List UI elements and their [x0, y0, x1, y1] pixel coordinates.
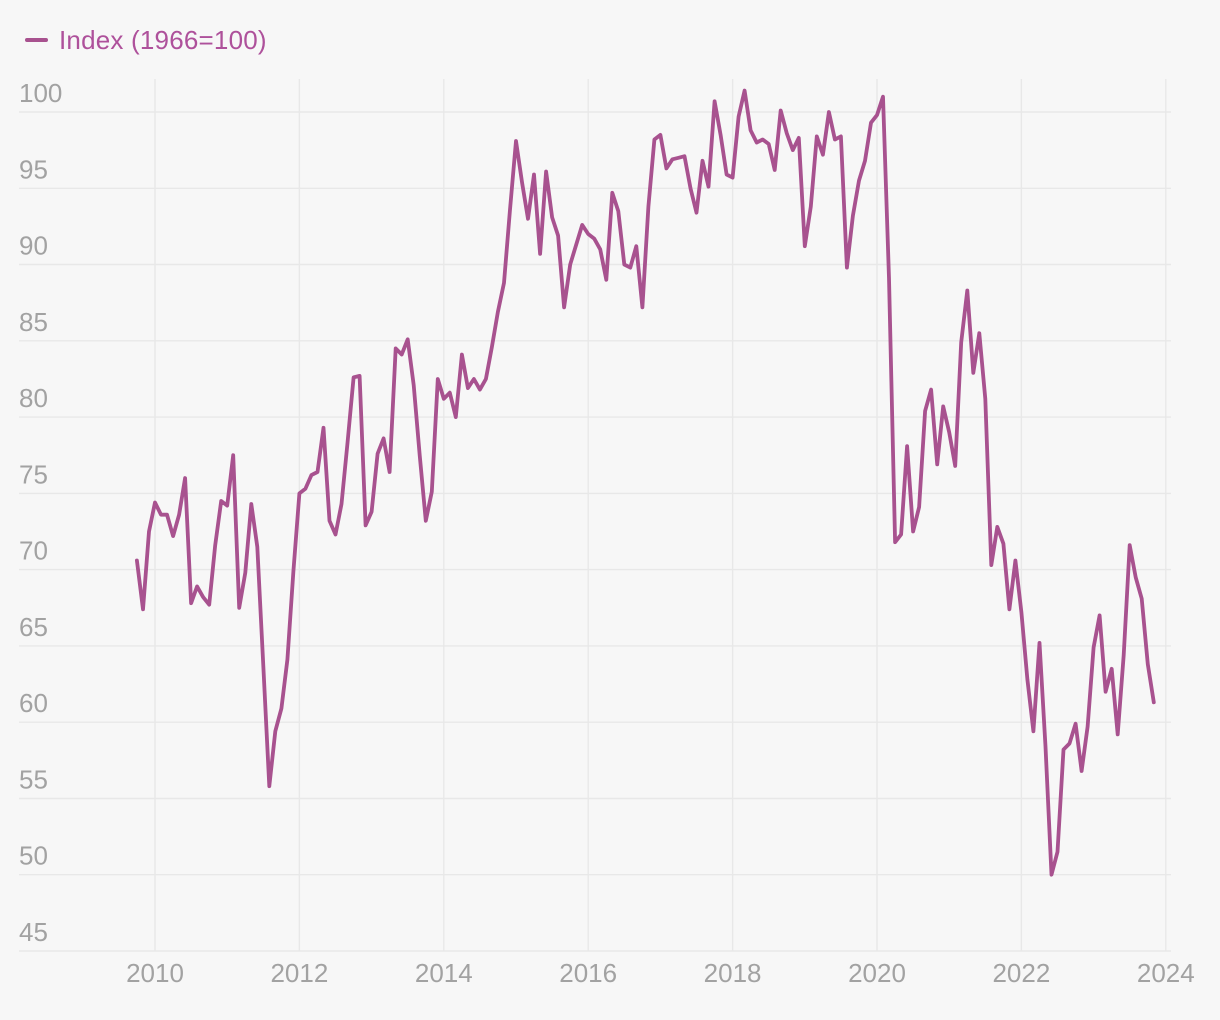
x-axis-tick-label: 2012 [270, 958, 328, 988]
y-axis-tick-label: 45 [19, 917, 48, 947]
y-axis-tick-label: 55 [19, 765, 48, 795]
y-axis-tick-label: 50 [19, 841, 48, 871]
y-axis-tick-label: 60 [19, 688, 48, 718]
y-axis-tick-label: 85 [19, 307, 48, 337]
series-layer [135, 88, 1156, 877]
gridlines-layer [19, 79, 1171, 952]
legend-line-swatch [25, 38, 48, 42]
x-axis-tick-label: 2024 [1137, 958, 1195, 988]
x-axis-tick-label: 2022 [992, 958, 1050, 988]
y-axis-tick-label: 100 [19, 78, 62, 108]
legend-label: Index (1966=100) [59, 25, 267, 55]
x-axis-tick-label: 2018 [704, 958, 762, 988]
legend: Index (1966=100) [25, 25, 267, 55]
x-axis-tick-label: 2020 [848, 958, 906, 988]
y-axis-tick-label: 90 [19, 231, 48, 261]
x-axis-tick-label: 2016 [559, 958, 617, 988]
y-axis-tick-label: 95 [19, 154, 48, 184]
y-axis-tick-label: 65 [19, 612, 48, 642]
x-axis-tick-label: 2010 [126, 958, 184, 988]
axis-labels-layer: 45 50 55 60 65 70 75 80 85 90 95 100 2010 2012 2014 201… [19, 78, 1195, 988]
y-axis-tick-label: 75 [19, 459, 48, 489]
series-line [135, 88, 1156, 877]
y-axis-tick-label: 70 [19, 536, 48, 566]
x-axis-tick-label: 2014 [415, 958, 473, 988]
y-axis-tick-label: 80 [19, 383, 48, 413]
